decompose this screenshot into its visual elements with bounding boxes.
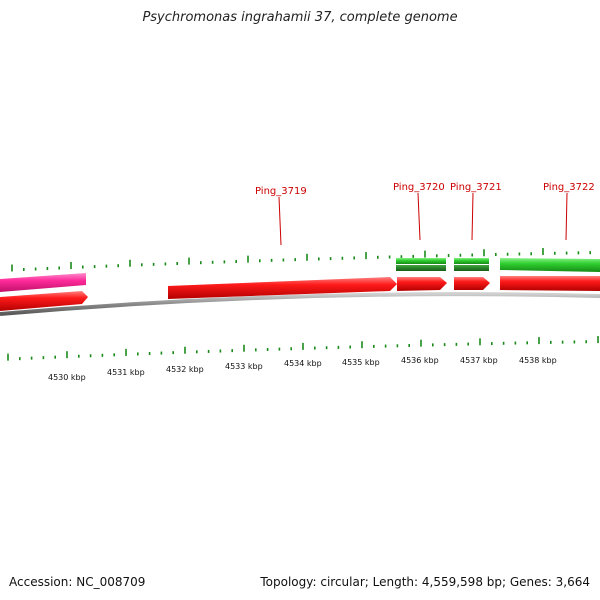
reverse-strand-genes bbox=[396, 258, 600, 272]
kbp-label-4531: 4531 kbp bbox=[107, 368, 145, 377]
gene-reverse-3721[interactable] bbox=[454, 258, 489, 271]
kbp-label-4538: 4538 kbp bbox=[519, 356, 557, 365]
kbp-label-4530: 4530 kbp bbox=[48, 373, 86, 382]
kbp-label-4532: 4532 kbp bbox=[166, 365, 204, 374]
gene-ping-3722[interactable] bbox=[500, 276, 600, 291]
gene-label-ping-3720: Ping_3720 bbox=[393, 182, 445, 193]
kbp-label-4536: 4536 kbp bbox=[401, 356, 439, 365]
gene-pink-left[interactable] bbox=[0, 273, 86, 292]
kbp-label-4535: 4535 kbp bbox=[342, 358, 380, 367]
kbp-label-4537: 4537 kbp bbox=[460, 356, 498, 365]
forward-strand-genes bbox=[0, 273, 600, 311]
genome-backbone bbox=[0, 292, 600, 316]
gene-ping-3721[interactable] bbox=[454, 277, 490, 290]
gene-label-ping-3721: Ping_3721 bbox=[450, 182, 502, 193]
map-title: Psychromonas ingrahamii 37, complete gen… bbox=[142, 10, 458, 25]
inner-tick-marks bbox=[7, 336, 599, 361]
gene-reverse-3722[interactable] bbox=[500, 258, 600, 272]
kbp-label-4533: 4533 kbp bbox=[225, 362, 263, 371]
gene-label-ping-3719: Ping_3719 bbox=[255, 186, 307, 197]
gene-red-left[interactable] bbox=[0, 291, 88, 311]
gene-ping-3719[interactable] bbox=[168, 277, 397, 299]
gene-label-ping-3722: Ping_3722 bbox=[543, 182, 595, 193]
outer-tick-marks bbox=[11, 248, 592, 272]
gene-reverse-3720[interactable] bbox=[396, 258, 446, 271]
genome-summary-text: Topology: circular; Length: 4,559,598 bp… bbox=[260, 575, 590, 589]
kbp-label-4534: 4534 kbp bbox=[284, 359, 322, 368]
gene-ping-3720[interactable] bbox=[397, 277, 447, 291]
accession-text: Accession: NC_008709 bbox=[9, 575, 146, 589]
gene-label-lines bbox=[278, 192, 568, 246]
